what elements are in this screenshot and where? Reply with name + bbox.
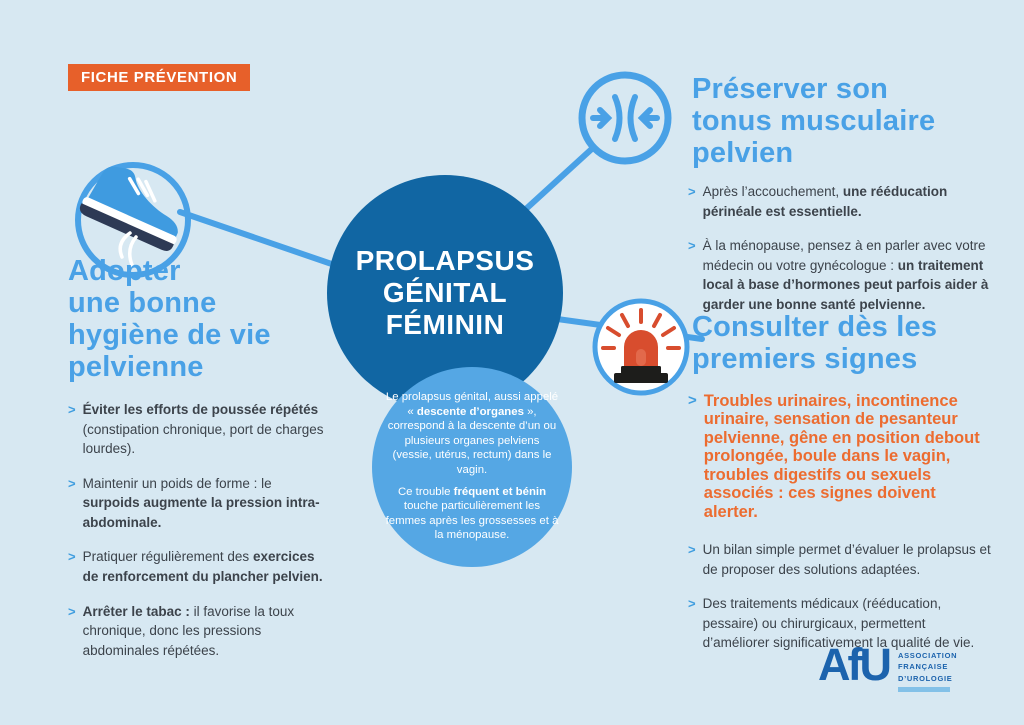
- warning-signs-bullet: > Troubles urinaires, incontinence urina…: [688, 392, 980, 536]
- afu-monogram: AfU: [818, 639, 892, 690]
- chevron-marker: >: [688, 596, 696, 612]
- list-item: > Arrêter le tabac : il favorise la toux…: [68, 602, 330, 661]
- chevron-marker: >: [68, 603, 76, 619]
- siren-icon: [592, 298, 690, 396]
- list-item: > Troubles urinaires, incontinence urina…: [688, 392, 980, 521]
- list-item: > Maintenir un poids de forme : le surpo…: [68, 474, 330, 533]
- afu-logo: AfU ASSOCIATION FRANÇAISE D’UROLOGIE: [818, 639, 958, 692]
- fiche-prevention-badge: FICHE PRÉVENTION: [68, 64, 251, 91]
- chevron-marker: >: [688, 392, 697, 409]
- list-item: > Des traitements médicaux (rééducation,…: [688, 594, 994, 653]
- chevron-marker: >: [68, 475, 76, 491]
- chevron-marker: >: [688, 238, 696, 254]
- central-title: PROLAPSUS GÉNITAL FÉMININ: [355, 245, 535, 340]
- chevron-marker: >: [68, 402, 76, 417]
- hygiene-bullet-list: > Éviter les efforts de poussée répétés …: [68, 400, 330, 675]
- section-title-hygiene: Adopter une bonne hygiène de vie pelvien…: [68, 255, 271, 383]
- sneaker-icon: [75, 162, 191, 278]
- chevron-marker: >: [68, 549, 76, 565]
- list-item: > À la ménopause, pensez à en parler ave…: [688, 236, 994, 314]
- tonus-bullet-list: > Après l’accouchement, une rééducation …: [688, 182, 994, 329]
- consulter-bullet-list: > Un bilan simple permet d’évaluer le pr…: [688, 540, 994, 668]
- logo-accent-bar: [897, 686, 950, 692]
- definition-circle: Le prolapsus génital, aussi appelé « des…: [372, 367, 572, 567]
- definition-paragraph: Ce trouble fréquent et bénin touche part…: [385, 485, 559, 542]
- list-item: > Pratiquer régulièrement des exercices …: [68, 547, 330, 586]
- list-item: > Éviter les efforts de poussée répétés …: [68, 400, 330, 459]
- definition-paragraph: Le prolapsus génital, aussi appelé « des…: [385, 391, 559, 476]
- section-title-tonus: Préserver son tonus musculaire pelvien: [692, 73, 936, 169]
- chevron-marker: >: [688, 542, 696, 557]
- pelvic-contraction-icon: [578, 71, 672, 165]
- section-title-consulter: Consulter dès les premiers signes: [692, 311, 938, 375]
- chevron-marker: >: [688, 184, 696, 199]
- list-item: > Après l’accouchement, une rééducation …: [688, 182, 994, 221]
- afu-org-name: ASSOCIATION FRANÇAISE D’UROLOGIE: [897, 651, 958, 683]
- list-item: > Un bilan simple permet d’évaluer le pr…: [688, 540, 994, 579]
